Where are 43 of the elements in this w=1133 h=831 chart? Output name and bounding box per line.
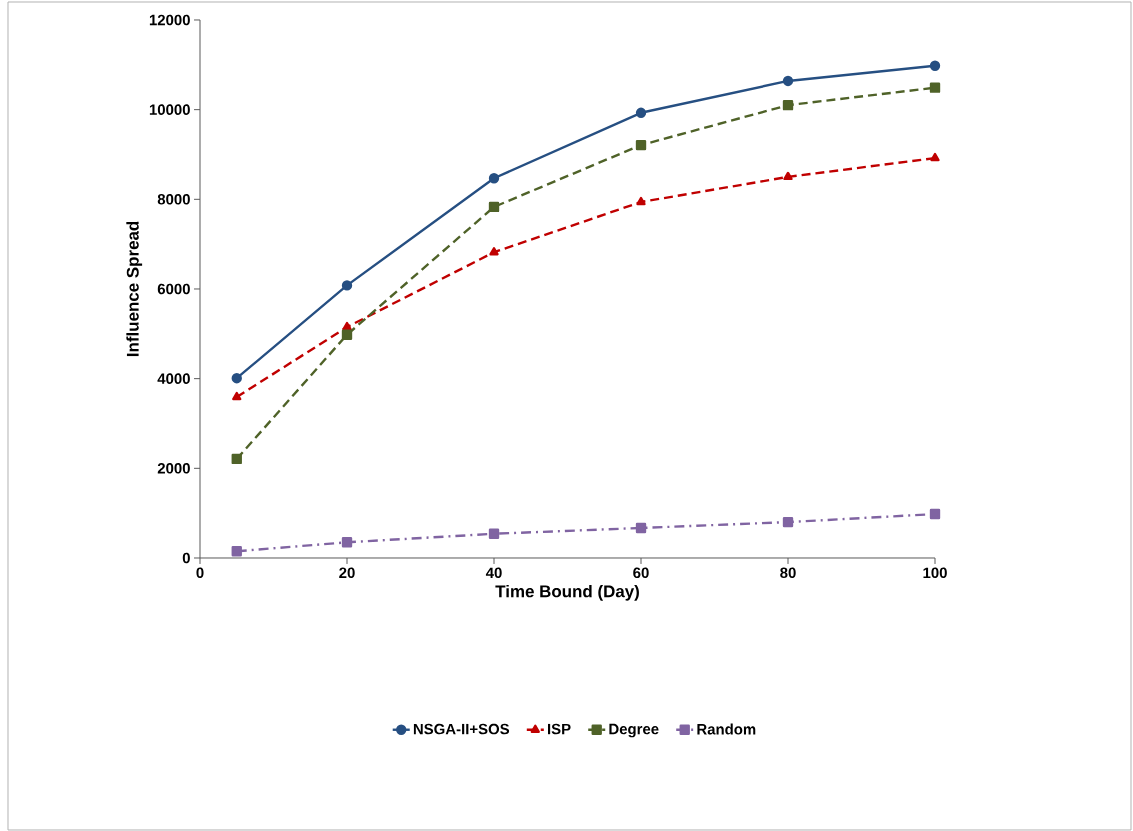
point — [231, 546, 242, 557]
point — [782, 75, 794, 87]
point — [231, 373, 242, 384]
y-axis-title: Influence Spread — [126, 221, 143, 357]
x-axis-title: Time Bound (Day) — [495, 584, 639, 601]
point — [489, 247, 499, 256]
legend-label: ISP — [547, 723, 571, 735]
y-tick-label: 4000 — [157, 373, 190, 384]
point — [783, 171, 793, 181]
x-tick-label: 60 — [633, 567, 649, 579]
point — [635, 107, 647, 118]
x-tick-label: 40 — [485, 567, 502, 579]
point — [488, 173, 500, 184]
x-tick-label: 80 — [780, 567, 796, 579]
point — [635, 139, 647, 151]
point — [782, 99, 794, 111]
point — [635, 522, 647, 534]
x-tick-label: 0 — [196, 567, 204, 579]
point — [929, 60, 941, 71]
point — [930, 152, 940, 162]
point — [488, 528, 500, 539]
point — [342, 321, 352, 331]
y-tick-label: 0 — [182, 552, 190, 564]
point — [929, 508, 941, 520]
point — [232, 391, 242, 401]
point — [341, 329, 353, 340]
y-tick-label: 10000 — [149, 104, 190, 115]
point — [782, 516, 794, 528]
point — [636, 196, 646, 206]
legend-label: NSGA-II+SOS — [413, 723, 510, 735]
point — [341, 280, 353, 291]
point — [488, 201, 500, 213]
x-tick-label: 20 — [339, 567, 355, 579]
y-tick-label: 2000 — [157, 463, 190, 474]
y-tick-label: 12000 — [149, 14, 190, 26]
point — [929, 82, 941, 93]
point — [231, 453, 242, 465]
legend-label: Random — [697, 723, 756, 735]
legend-label: Degree — [609, 723, 659, 738]
point — [341, 537, 353, 548]
y-tick-label: 6000 — [157, 283, 190, 295]
x-tick-label: 100 — [923, 567, 947, 579]
y-tick-label: 8000 — [157, 194, 190, 205]
